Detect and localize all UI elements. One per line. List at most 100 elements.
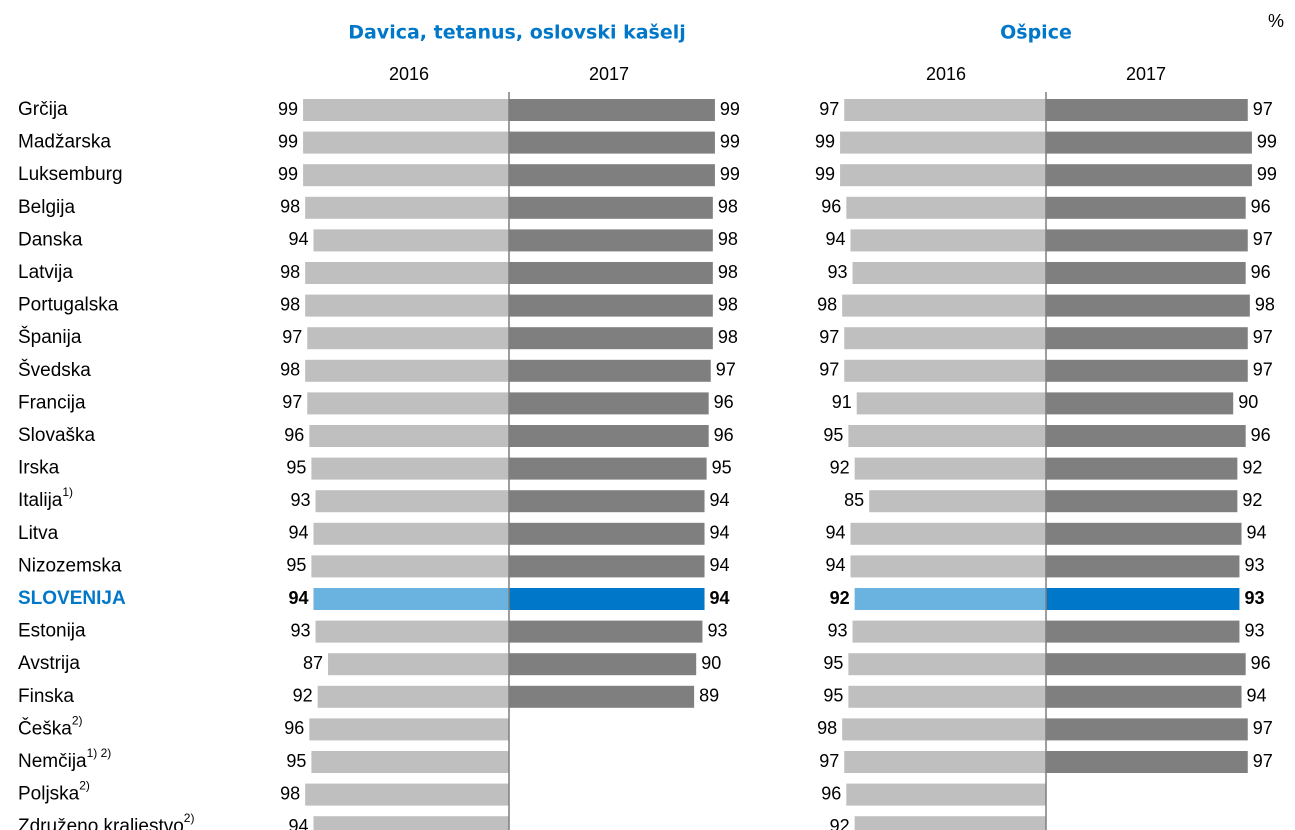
- value-label: 96: [1251, 262, 1271, 282]
- value-label: 98: [280, 294, 300, 314]
- category-label: Nemčija1) 2): [18, 746, 111, 772]
- value-label: 94: [825, 229, 845, 249]
- value-label: 93: [828, 620, 848, 640]
- value-label: 96: [821, 783, 841, 803]
- category-name: Grčija: [18, 99, 68, 120]
- category-label: Združeno kraljestvo2): [18, 811, 194, 830]
- bar: [1046, 294, 1250, 317]
- category-name: Estonija: [18, 621, 86, 642]
- value-label: 98: [280, 197, 300, 217]
- bar: [1046, 99, 1248, 121]
- category-name: Finska: [18, 686, 74, 707]
- bar: [840, 164, 1046, 187]
- value-label: 94: [710, 490, 730, 510]
- bar: [309, 718, 509, 741]
- bar: [305, 783, 509, 806]
- bar: [852, 262, 1046, 284]
- bar: [303, 164, 509, 187]
- bar: [1046, 555, 1240, 578]
- category-label: Češka2): [18, 714, 83, 740]
- value-label: 96: [1251, 653, 1271, 673]
- category-label: Danska: [18, 229, 83, 250]
- bar: [1046, 490, 1238, 513]
- value-label: 90: [1238, 392, 1258, 412]
- value-label: 97: [819, 327, 839, 347]
- value-label: 94: [1247, 523, 1267, 543]
- bar: [856, 392, 1046, 415]
- bar: [315, 620, 509, 643]
- footnote-marker: 2): [72, 714, 83, 728]
- bar: [848, 425, 1046, 447]
- category-label: Španija: [18, 326, 82, 348]
- category-label: Portugalska: [18, 295, 119, 316]
- category-label: Nizozemska: [18, 555, 122, 576]
- value-label: 98: [718, 327, 738, 347]
- bar: [1046, 164, 1252, 187]
- category-name: Španija: [18, 326, 82, 348]
- bar: [850, 555, 1046, 578]
- bar: [1046, 196, 1246, 219]
- value-label: 93: [707, 620, 727, 640]
- value-label: 97: [716, 360, 736, 380]
- bar: [850, 229, 1046, 252]
- bar: [311, 555, 509, 578]
- bar: [305, 196, 509, 219]
- value-label: 98: [280, 262, 300, 282]
- category-label: Belgija: [18, 197, 75, 218]
- bar: [509, 588, 705, 610]
- bar: [313, 588, 509, 610]
- bar: [846, 783, 1046, 806]
- value-label: 96: [714, 392, 734, 412]
- value-label: 93: [1244, 588, 1264, 608]
- category-name: SLOVENIJA: [18, 588, 126, 609]
- value-label: 98: [718, 229, 738, 249]
- category-name: Belgija: [18, 197, 75, 218]
- bar: [1046, 685, 1242, 708]
- value-label: 89: [699, 686, 719, 706]
- bar: [1046, 522, 1242, 545]
- value-label: 91: [832, 392, 852, 412]
- value-label: 87: [303, 653, 323, 673]
- value-label: 99: [720, 131, 740, 151]
- value-label: 97: [1253, 360, 1273, 380]
- bar: [1046, 653, 1246, 676]
- bar: [1046, 229, 1248, 252]
- value-label: 98: [817, 294, 837, 314]
- category-name: Švedska: [18, 359, 91, 381]
- series-label: 2016: [389, 64, 429, 84]
- value-label: 95: [712, 457, 732, 477]
- bar: [848, 653, 1046, 676]
- value-label: 98: [280, 360, 300, 380]
- value-label: 98: [718, 294, 738, 314]
- footnote-marker: 2): [79, 779, 90, 793]
- bar: [328, 653, 509, 676]
- category-name: Avstrija: [18, 653, 80, 674]
- bar: [1046, 327, 1248, 350]
- bar: [305, 359, 509, 382]
- category-name: Luksemburg: [18, 164, 123, 185]
- category-name: Združeno kraljestvo: [18, 816, 184, 830]
- value-label: 94: [825, 555, 845, 575]
- value-label: 93: [1244, 555, 1264, 575]
- category-label: Luksemburg: [18, 164, 123, 185]
- category-label: Poljska2): [18, 779, 90, 805]
- value-label: 99: [720, 164, 740, 184]
- category-label: Finska: [18, 686, 74, 707]
- value-label: 85: [844, 490, 864, 510]
- bar: [509, 425, 709, 447]
- value-label: 94: [288, 816, 308, 830]
- category-label: Avstrija: [18, 653, 80, 674]
- value-label: 93: [828, 262, 848, 282]
- bar: [1046, 588, 1240, 610]
- bar: [509, 229, 713, 252]
- value-label: 97: [1253, 751, 1273, 771]
- category-name: Nizozemska: [18, 555, 122, 576]
- bar: [1046, 620, 1240, 643]
- bar: [1046, 457, 1238, 480]
- value-label: 97: [819, 751, 839, 771]
- value-label: 96: [714, 425, 734, 445]
- value-label: 99: [278, 131, 298, 151]
- bar: [869, 490, 1046, 513]
- value-label: 92: [830, 816, 850, 830]
